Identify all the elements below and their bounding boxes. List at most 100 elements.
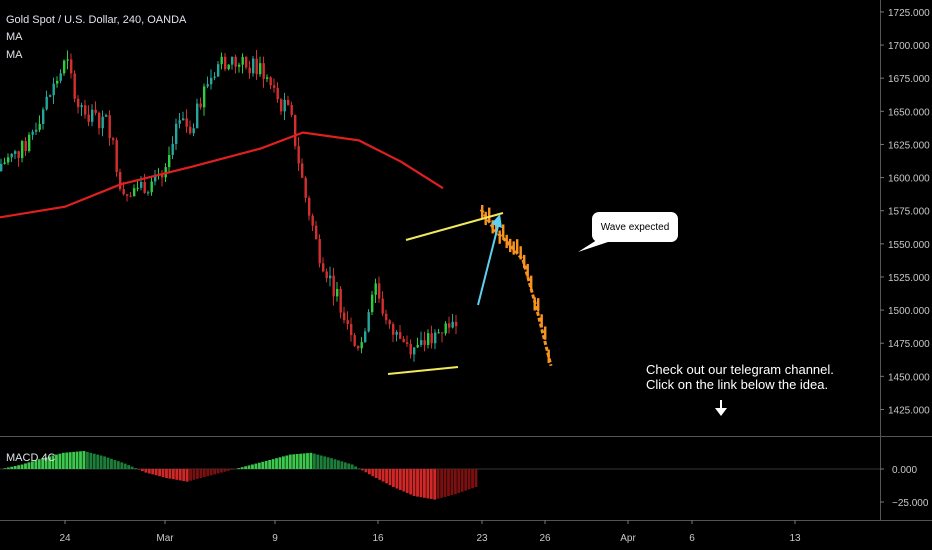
forecast-candle xyxy=(540,314,543,328)
candle-body xyxy=(119,172,122,190)
candle-body xyxy=(10,153,13,158)
candle-body xyxy=(112,138,115,141)
time-tick-label: 24 xyxy=(59,533,71,544)
candle-body xyxy=(129,195,132,197)
macd-bar xyxy=(323,456,327,469)
indicator-ma-2[interactable]: MA xyxy=(6,49,23,61)
candle-body xyxy=(360,342,363,349)
macd-bar xyxy=(288,454,292,469)
forecast-candle xyxy=(512,241,515,255)
candle-body xyxy=(35,129,38,132)
macd-bar xyxy=(55,454,58,469)
candle-body xyxy=(336,288,339,297)
macd-bar xyxy=(295,454,299,469)
macd-bar xyxy=(309,452,313,469)
candle-body xyxy=(273,85,276,88)
candle-body xyxy=(17,151,20,159)
candle-body xyxy=(136,187,139,189)
macd-bar xyxy=(237,468,241,469)
candle-body xyxy=(140,182,143,188)
macd-bar xyxy=(416,469,419,497)
candle-body xyxy=(105,115,108,117)
macd-bar xyxy=(244,466,247,469)
macd-bar xyxy=(426,469,430,499)
candle-body xyxy=(21,141,24,159)
candle-body xyxy=(392,324,395,335)
candle-body xyxy=(210,77,213,85)
forecast-candle xyxy=(481,204,484,219)
candle-body xyxy=(304,177,307,198)
macd-bar xyxy=(367,469,371,475)
candle-body xyxy=(196,103,199,129)
macd-bar xyxy=(17,465,21,469)
candle-body xyxy=(192,128,195,134)
macd-bar xyxy=(92,453,96,469)
macd-bar xyxy=(178,469,182,481)
time-tick-label: 26 xyxy=(539,533,551,544)
macd-bar xyxy=(199,469,203,478)
candle-body xyxy=(182,118,185,121)
candle-body xyxy=(227,64,230,70)
candle-body xyxy=(441,332,444,334)
macd-bar xyxy=(140,469,144,472)
macd-bar xyxy=(113,460,117,469)
candle-body xyxy=(388,320,391,325)
macd-bar xyxy=(419,469,423,498)
candle-body xyxy=(451,321,454,328)
macd-bar xyxy=(147,469,151,474)
forecast-candle xyxy=(523,254,526,269)
forecast-candle xyxy=(505,234,508,249)
candle-body xyxy=(220,56,223,65)
candle-body xyxy=(437,332,440,334)
candle-body xyxy=(413,347,416,355)
price-tick-label: 1600.000 xyxy=(888,174,930,185)
candle-body xyxy=(7,157,10,163)
candle-body xyxy=(3,162,6,164)
macd-bar xyxy=(337,460,340,469)
price-tick-label: 1500.000 xyxy=(888,306,930,317)
candle-body xyxy=(322,263,325,272)
candle-body xyxy=(45,96,48,110)
macd-bar xyxy=(347,463,351,469)
macd-bar xyxy=(192,469,196,480)
candle-body xyxy=(224,56,227,70)
macd-bar xyxy=(392,469,395,487)
macd-bar xyxy=(68,452,72,469)
candle-body xyxy=(248,67,251,74)
forecast-candle xyxy=(526,263,529,278)
time-tick-label: 9 xyxy=(272,533,278,544)
candle-body xyxy=(364,331,367,343)
candle-body xyxy=(381,298,384,314)
macd-bar xyxy=(264,460,268,469)
candle-body xyxy=(434,332,437,344)
time-tick-label: 23 xyxy=(476,533,488,544)
macd-bar xyxy=(381,469,385,482)
forecast-candle xyxy=(498,230,501,244)
macd-bar xyxy=(10,466,14,469)
price-tick-label: 1525.000 xyxy=(888,273,930,284)
candle-body xyxy=(350,323,353,336)
macd-bar xyxy=(247,465,251,469)
macd-label[interactable]: MACD 4C xyxy=(6,452,56,464)
candle-body xyxy=(133,188,136,197)
candle-body xyxy=(178,120,181,124)
macd-bar xyxy=(120,462,124,469)
candle-body xyxy=(108,115,111,139)
candle-body xyxy=(430,333,433,344)
macd-bar xyxy=(457,469,461,493)
macd-bar xyxy=(357,468,361,469)
candle-body xyxy=(353,335,356,346)
macd-bar xyxy=(37,459,41,469)
macd-bar xyxy=(450,469,454,496)
price-tick-label: 1475.000 xyxy=(888,339,930,350)
candle-body xyxy=(269,77,272,86)
macd-bar xyxy=(422,469,426,498)
macd-bar xyxy=(271,459,275,469)
macd-bar xyxy=(257,462,261,469)
macd-bar xyxy=(82,451,86,469)
macd-bar xyxy=(106,457,110,469)
candle-body xyxy=(245,56,248,68)
candle-body xyxy=(343,312,346,321)
indicator-ma-1[interactable]: MA xyxy=(6,31,23,43)
